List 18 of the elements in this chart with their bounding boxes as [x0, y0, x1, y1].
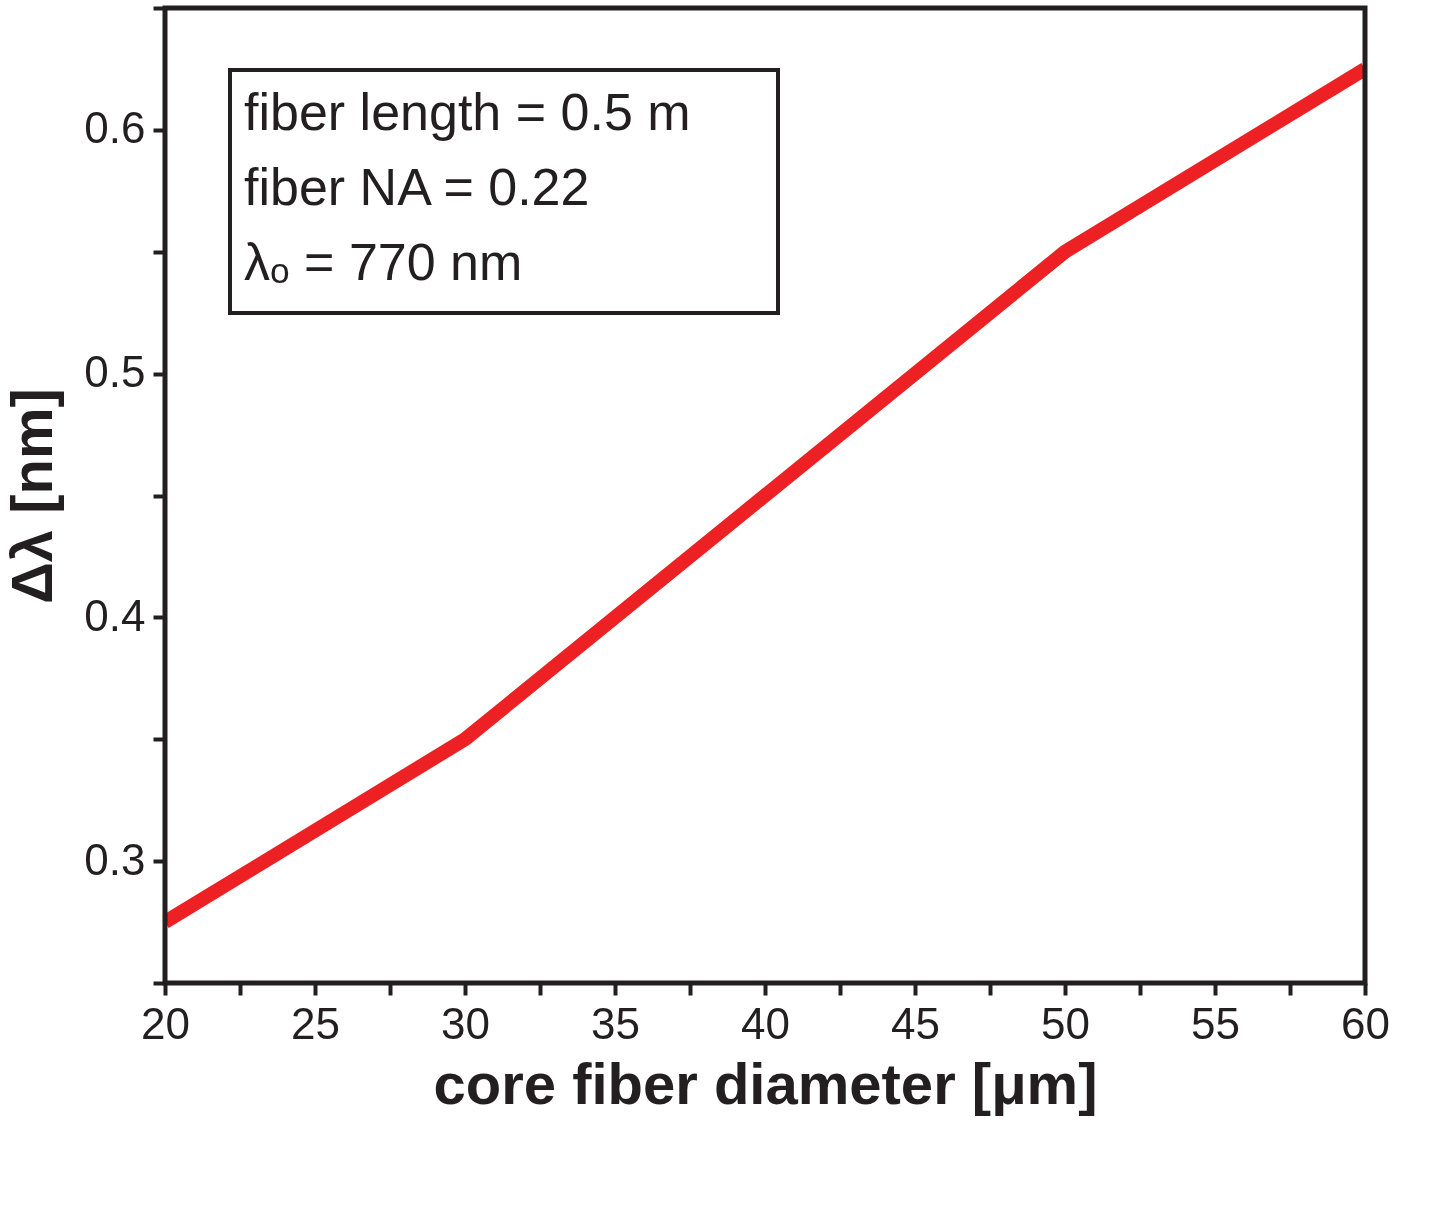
- annotation: λₒ = 770 nm: [244, 233, 523, 291]
- annotation: fiber length = 0.5 m: [244, 83, 691, 141]
- x-tick-label: 50: [1041, 998, 1090, 1048]
- x-axis-title: core fiber diameter [μm]: [433, 1050, 1098, 1116]
- y-tick-label: 0.5: [84, 347, 146, 397]
- x-tick-label: 45: [891, 998, 940, 1048]
- x-tick-label: 60: [1341, 998, 1390, 1048]
- y-tick-label: 0.4: [84, 590, 146, 640]
- x-tick-label: 25: [291, 998, 340, 1048]
- x-tick-label: 20: [141, 998, 190, 1048]
- y-tick-label: 0.6: [84, 103, 146, 153]
- x-tick-label: 55: [1191, 998, 1240, 1048]
- x-tick-label: 40: [741, 998, 790, 1048]
- annotation: fiber NA = 0.22: [244, 158, 590, 216]
- x-tick-label: 30: [441, 998, 490, 1048]
- y-tick-label: 0.3: [84, 834, 146, 884]
- y-axis-title: Δλ [nm]: [0, 388, 65, 604]
- x-tick-label: 35: [591, 998, 640, 1048]
